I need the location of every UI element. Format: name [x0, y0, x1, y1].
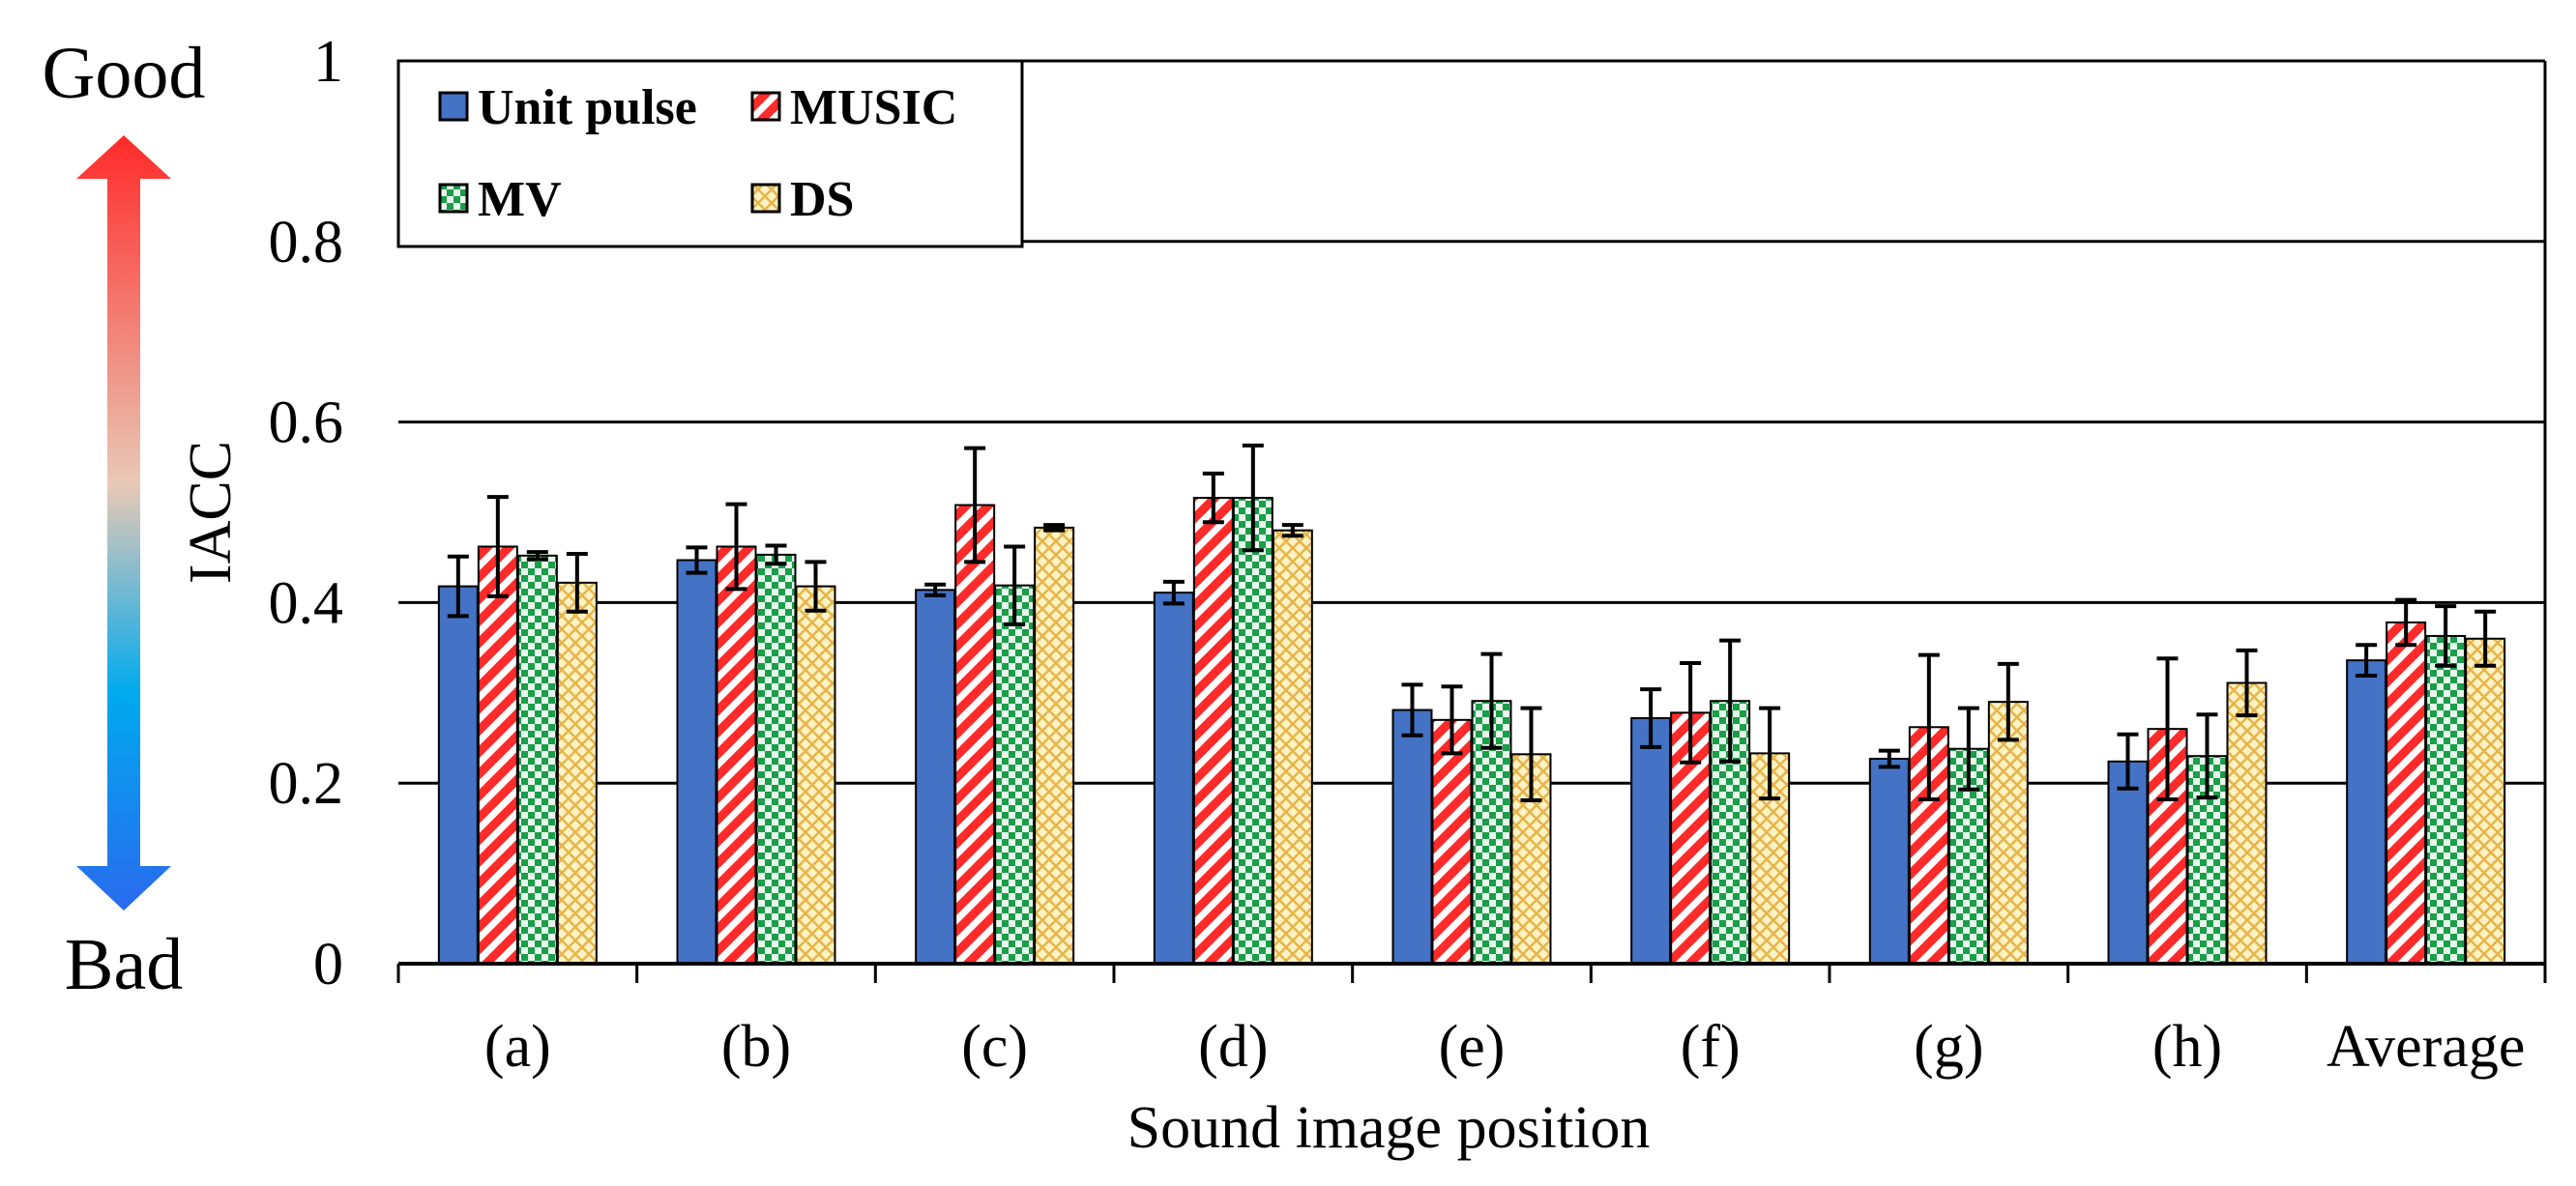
- y-tick-label: 0.8: [269, 210, 344, 275]
- bar-ds: [556, 581, 598, 965]
- bar-unit-pulse: [915, 589, 956, 965]
- x-tick-label: (g): [1914, 1014, 1983, 1080]
- bar-music: [1431, 718, 1473, 965]
- bar-unit-pulse: [1391, 709, 1433, 966]
- bar-unit-pulse: [1868, 757, 1910, 965]
- x-tick-label: Average: [2327, 1014, 2525, 1080]
- x-tick-label: (a): [484, 1014, 551, 1080]
- bar-unit-pulse: [1153, 592, 1194, 965]
- legend-label-ds: DS: [790, 172, 854, 227]
- bar-unit-pulse: [2107, 760, 2149, 965]
- bar-music: [2386, 621, 2427, 965]
- bar-unit-pulse: [2346, 659, 2387, 966]
- y-tick-label: 0.4: [269, 570, 344, 636]
- bar-mv: [2425, 634, 2467, 965]
- bar-ds: [2226, 681, 2268, 965]
- legend-swatch-music: [750, 91, 781, 122]
- bad-label: Bad: [65, 924, 183, 1005]
- bar-unit-pulse: [1630, 716, 1672, 966]
- bar-ds: [1987, 701, 2029, 965]
- legend-label-mv: MV: [478, 172, 562, 227]
- bar-unit-pulse: [676, 559, 717, 965]
- x-tick-label: (d): [1198, 1014, 1268, 1080]
- y-tick-label: 0.2: [269, 751, 344, 817]
- bar-music: [477, 545, 518, 965]
- legend-swatch-unit-pulse: [438, 91, 469, 122]
- bar-mv: [755, 553, 797, 965]
- y-axis-label: IACC: [178, 441, 244, 584]
- good-label: Good: [43, 33, 206, 114]
- legend-box: [396, 59, 1024, 248]
- bar-music: [1192, 497, 1234, 966]
- good-bad-arrow-icon: [76, 135, 171, 911]
- x-tick-label: (e): [1439, 1014, 1506, 1080]
- bar-ds: [1034, 526, 1075, 965]
- legend-swatch-mv: [438, 183, 469, 214]
- bar-unit-pulse: [437, 585, 479, 965]
- x-tick-label: (c): [961, 1014, 1028, 1080]
- quality-indicator: Good Bad: [43, 33, 206, 1005]
- x-tick-label: (b): [721, 1014, 791, 1080]
- bar-music: [716, 545, 757, 965]
- bar-music: [954, 504, 996, 965]
- x-tick-label: (f): [1681, 1014, 1741, 1080]
- x-tick-label: (h): [2152, 1014, 2222, 1080]
- bar-mv: [994, 584, 1036, 965]
- x-axis-label: Sound image position: [1127, 1095, 1651, 1161]
- bars: [437, 443, 2506, 966]
- bar-mv: [516, 554, 558, 965]
- legend: Unit pulse MUSIC MV DS: [396, 59, 1024, 248]
- axes: 0 0.2 0.4 0.6 0.8 1 (a) (b) (c) (d) (e) (f) (g) (h) Av…: [269, 29, 2547, 1080]
- legend-label-unit-pulse: Unit pulse: [478, 80, 697, 135]
- y-tick-label: 0: [313, 932, 343, 998]
- legend-swatch-ds: [750, 183, 781, 214]
- bar-ds: [1272, 529, 1313, 965]
- y-tick-label: 0.6: [269, 391, 344, 456]
- bar-ds: [2465, 637, 2506, 965]
- y-tick-label: 1: [313, 29, 343, 95]
- legend-label-music: MUSIC: [790, 80, 957, 135]
- bar-mv: [1232, 497, 1273, 966]
- bar-ds: [795, 585, 836, 965]
